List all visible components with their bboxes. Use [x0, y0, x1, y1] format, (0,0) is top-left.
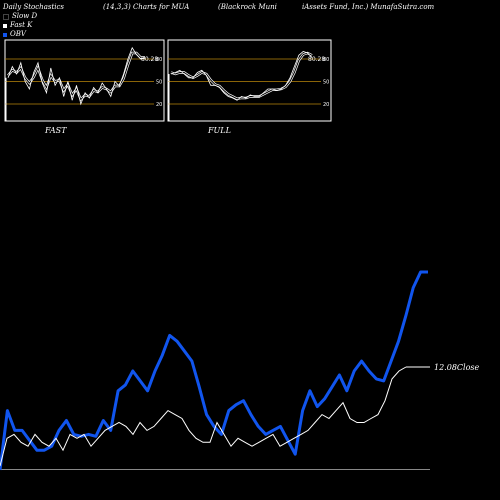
company-name-cont: iAssets Fund, Inc.) MunafaSutra.com [302, 3, 435, 11]
current-value-label: 80.28 [141, 56, 158, 63]
chart-params: (14,3,3) Charts for MUA [103, 3, 190, 11]
y-tick-label: 50 [156, 80, 162, 86]
legend-item-obv: OBV [3, 30, 37, 39]
y-tick-label: 80 [156, 57, 162, 63]
chart-title: Daily Stochastics [3, 3, 65, 11]
full-panel-label: FULL [208, 126, 231, 135]
legend-item-fast-k: Fast K [3, 21, 37, 30]
legend-label: Fast K [10, 21, 33, 29]
fast-panel: 80 50 20 80.28 [4, 39, 165, 122]
y-tick-label: 20 [323, 102, 329, 108]
company-name: (Blackrock Muni [218, 3, 277, 11]
series-slow-d [7, 52, 145, 101]
close-label: 12.08Close [434, 363, 480, 372]
series-full-k [170, 51, 313, 101]
legend-swatch [3, 23, 7, 28]
series-obv [0, 270, 428, 471]
legend-label: Slow D [12, 12, 38, 20]
legend: Slow D Fast K OBV [3, 12, 37, 39]
full-panel: 80 50 20 80.28 [167, 39, 332, 122]
series-full-d [170, 52, 313, 100]
series-close [0, 366, 407, 467]
legend-swatch [3, 32, 7, 37]
series-fast-k [7, 46, 146, 106]
legend-swatch [3, 13, 9, 20]
fast-panel-label: FAST [45, 126, 67, 135]
current-value-label: 80.28 [308, 56, 325, 63]
legend-label: OBV [10, 30, 26, 38]
legend-item-slow-d: Slow D [3, 12, 37, 21]
y-tick-label: 20 [156, 102, 162, 108]
y-tick-label: 80 [323, 57, 329, 63]
y-tick-label: 50 [323, 80, 329, 86]
main-chart: 12.08Close [0, 270, 480, 471]
